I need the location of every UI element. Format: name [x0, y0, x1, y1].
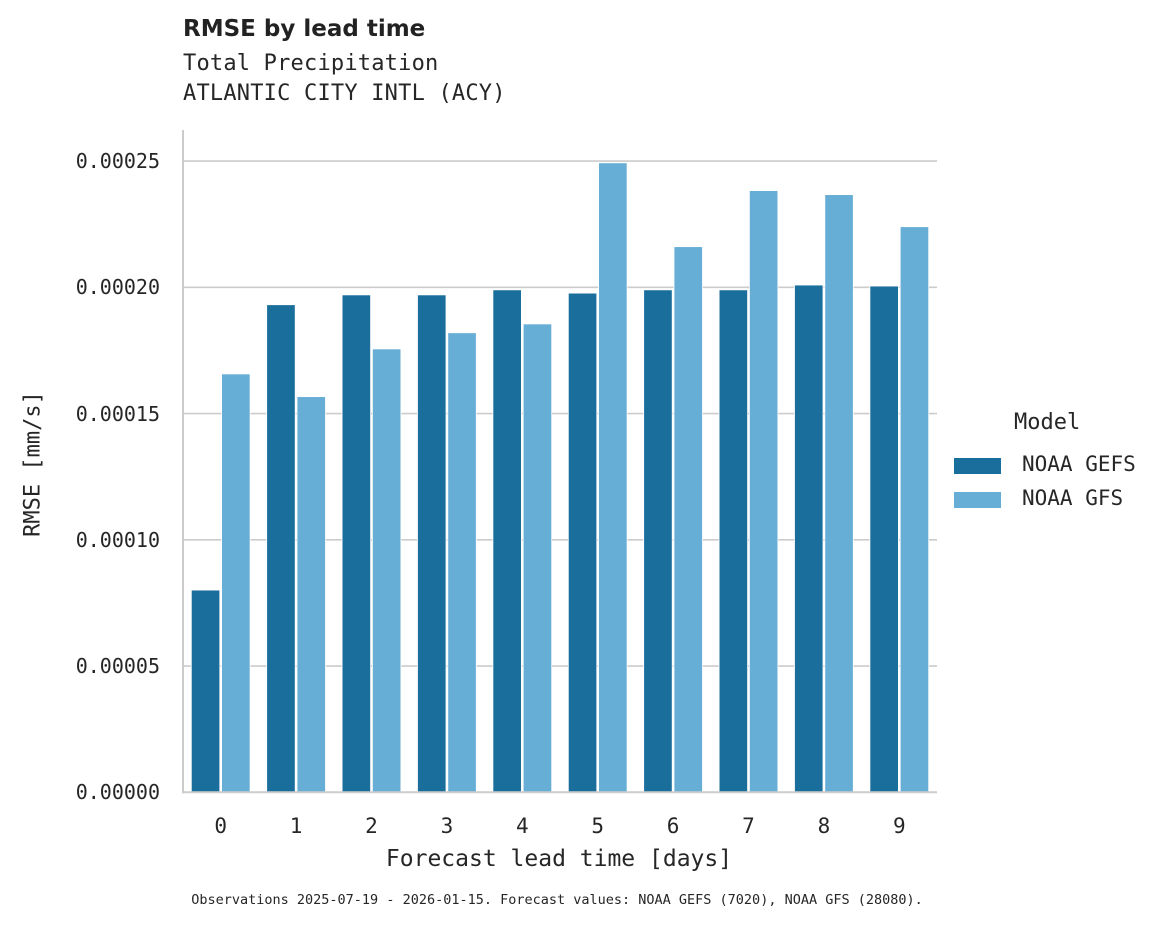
bar-gfs-2: [371, 348, 402, 793]
legend-label-gefs: NOAA GEFS: [1022, 452, 1136, 476]
x-tick-label: 4: [515, 814, 529, 838]
legend-label-gfs: NOAA GFS: [1022, 486, 1124, 510]
bar-gefs-1: [266, 304, 296, 793]
bar-gefs-9: [869, 285, 899, 793]
bar-gefs-4: [492, 289, 522, 793]
y-tick-label: 0.00005: [75, 654, 160, 679]
x-tick-label: 8: [817, 814, 831, 838]
chart-subtitle-variable: Total Precipitation: [183, 51, 439, 76]
x-tick-label: 1: [289, 814, 303, 838]
bar-gfs-6: [673, 246, 703, 793]
y-tick-label: 0.00025: [75, 149, 160, 174]
chart-title: RMSE by lead time: [183, 16, 426, 42]
bar-gefs-0: [190, 589, 221, 793]
x-tick-label: 9: [892, 814, 906, 838]
legend-title: Model: [1014, 410, 1081, 435]
y-tick-label: 0.00000: [75, 780, 160, 805]
bar-gfs-5: [598, 162, 628, 793]
x-tick-label: 0: [214, 814, 228, 838]
y-axis-label: RMSE [mm/s]: [20, 391, 46, 537]
bar-gfs-1: [296, 396, 326, 793]
bar-gfs-7: [749, 190, 779, 793]
bar-gefs-2: [341, 294, 372, 793]
x-tick-label: 7: [742, 814, 755, 838]
bar-gefs-5: [567, 292, 598, 793]
x-tick-label: 3: [440, 814, 454, 838]
bar-gfs-4: [522, 323, 553, 793]
bar-gefs-7: [718, 289, 748, 793]
bar-gefs-6: [643, 289, 673, 793]
legend-swatch-gfs: [954, 492, 1001, 508]
y-tick-label: 0.00010: [75, 527, 160, 552]
bar-gfs-3: [447, 332, 477, 793]
bar-gefs-3: [417, 294, 447, 793]
x-axis-label: Forecast lead time [days]: [385, 846, 733, 872]
legend-swatch-gefs: [954, 458, 1001, 474]
x-tick-label: 5: [591, 814, 605, 838]
bar-gefs-8: [794, 284, 824, 793]
y-tick-label: 0.00015: [75, 401, 160, 426]
y-tick-label: 0.00020: [75, 275, 160, 300]
bar-gfs-8: [824, 194, 854, 793]
bar-gfs-0: [221, 373, 251, 793]
chart-subtitle-station: ATLANTIC CITY INTL (ACY): [183, 81, 506, 106]
footnote: Observations 2025-07-19 - 2026-01-15. Fo…: [191, 892, 923, 908]
x-tick-label: 2: [365, 814, 378, 838]
x-tick-label: 6: [666, 814, 680, 838]
bar-gfs-9: [899, 226, 930, 793]
